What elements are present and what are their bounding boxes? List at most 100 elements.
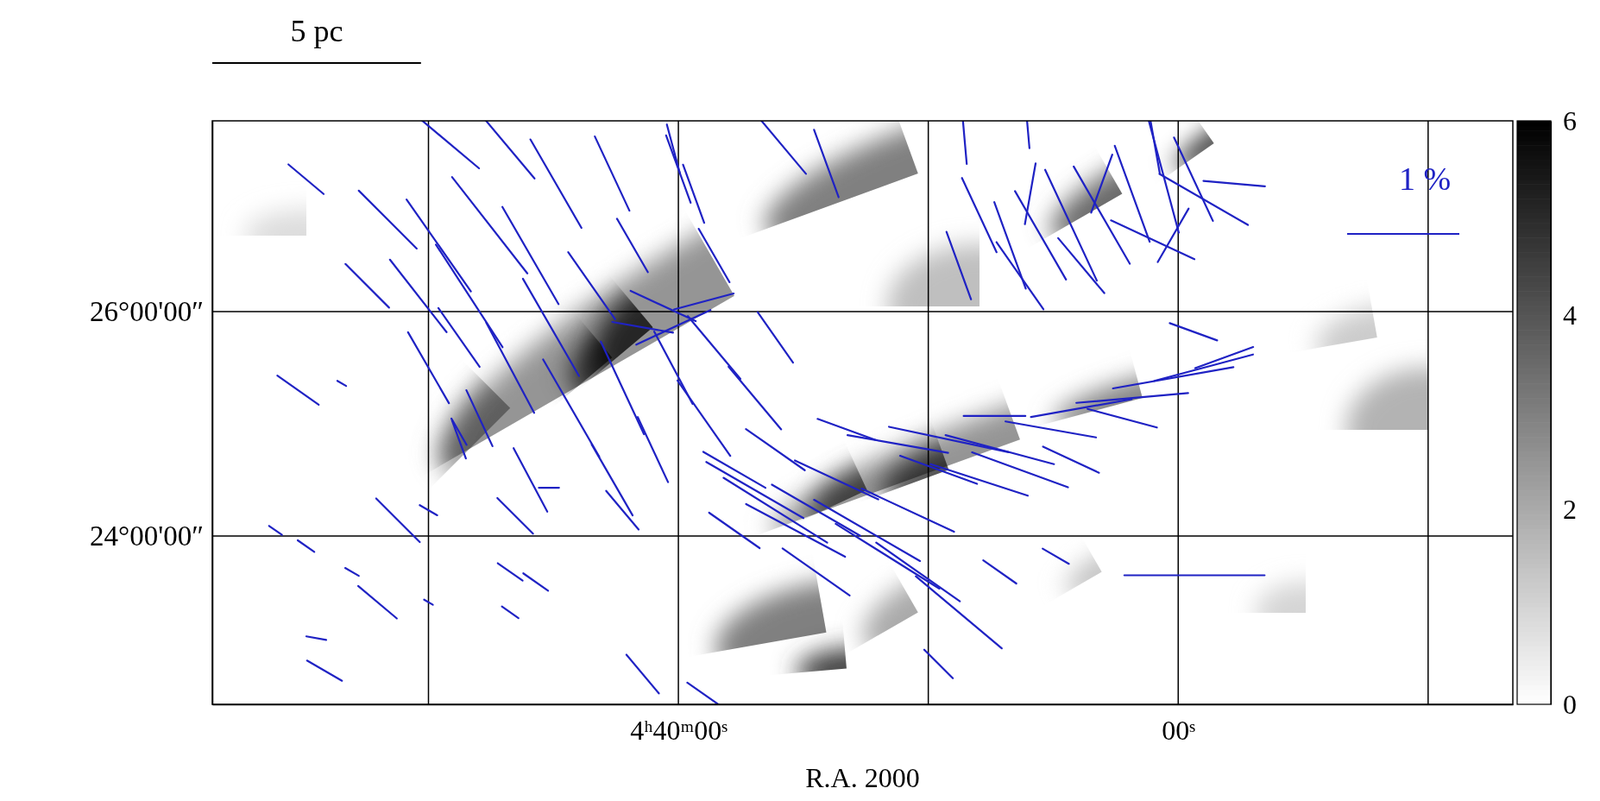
map-figure: 4ʰ40ᵐ00ˢ00ˢ24°00'00″26°00'00″R.A. 20005 … — [0, 0, 1600, 801]
polarization-vector — [408, 332, 449, 404]
colorbar-step — [1517, 242, 1551, 248]
polarization-vector — [1025, 163, 1036, 224]
polarization-vector — [961, 120, 967, 164]
colorbar-step — [1517, 207, 1551, 214]
cloud — [1310, 296, 1443, 378]
vectors — [269, 120, 1266, 705]
colorbar-step — [1517, 188, 1551, 195]
polarization-vector — [502, 207, 559, 305]
colorbar-tick-label: 6 — [1562, 105, 1577, 137]
colorbar-step — [1517, 300, 1551, 306]
colorbar-step — [1517, 353, 1551, 360]
polarization-vector — [687, 315, 741, 379]
colorbar-step — [1517, 257, 1551, 263]
polarization-vector — [359, 190, 417, 249]
polarization-vector — [1025, 120, 1030, 149]
polarization-vector — [924, 649, 953, 679]
colorbar-step — [1517, 218, 1551, 224]
cloud — [1038, 130, 1206, 258]
colorbar — [1517, 120, 1551, 706]
polarization-vector — [1110, 220, 1195, 259]
polarization-vector — [600, 341, 644, 435]
grid-line — [927, 120, 930, 705]
polarization-vector — [1113, 366, 1235, 389]
colorbar-step — [1517, 286, 1551, 292]
colorbar-step — [1517, 281, 1551, 287]
colorbar-step — [1517, 611, 1551, 618]
colorbar-step — [1517, 364, 1551, 370]
polarization-vector — [794, 459, 879, 499]
colorbar-step — [1517, 154, 1551, 160]
polarization-vector — [419, 504, 437, 516]
colorbar-step — [1517, 271, 1551, 278]
colorbar-step — [1517, 597, 1551, 603]
colorbar-step — [1517, 684, 1551, 690]
colorbar-step — [1517, 680, 1551, 686]
colorbar-step — [1517, 125, 1551, 132]
colorbar-step — [1517, 203, 1551, 209]
colorbar-step — [1517, 120, 1551, 126]
colorbar-step — [1517, 412, 1551, 418]
colorbar-step — [1517, 164, 1551, 171]
colorbar-step — [1517, 636, 1551, 642]
colorbar-step — [1517, 237, 1551, 243]
colorbar-step — [1517, 349, 1551, 355]
colorbar-step — [1517, 480, 1551, 486]
polarization-vector — [497, 563, 523, 581]
colorbar-step — [1517, 466, 1551, 472]
colorbar-step — [1517, 436, 1551, 442]
colorbar-step — [1517, 417, 1551, 423]
polarization-vector — [1114, 145, 1150, 242]
colorbar-step — [1517, 460, 1551, 467]
colorbar-step — [1517, 329, 1551, 335]
colorbar-step — [1517, 524, 1551, 530]
polarization-vector — [771, 485, 860, 536]
polarization-vector — [835, 523, 939, 589]
colorbar-step — [1517, 213, 1551, 219]
polarization-vector — [757, 312, 794, 364]
colorbar-step — [1517, 602, 1551, 608]
plot-frame — [212, 120, 1513, 705]
colorbar-step — [1517, 251, 1551, 258]
polarization-vector — [497, 497, 533, 534]
colorbar-step — [1517, 140, 1551, 146]
colorbar-step — [1517, 432, 1551, 438]
colorbar-axis: 0246 — [1550, 105, 1577, 720]
polarization-vector — [1158, 208, 1190, 263]
polarization-vector — [996, 242, 1044, 310]
grid-line — [1427, 120, 1430, 705]
colorbar-step — [1517, 150, 1551, 156]
polarization-vector — [637, 416, 668, 482]
polarization-vector — [782, 548, 851, 595]
colorbar-frame — [1517, 120, 1551, 705]
colorbar-step — [1517, 558, 1551, 564]
colorbar-step — [1517, 534, 1551, 540]
polarization-vector — [513, 447, 548, 511]
polarization-vector — [946, 232, 971, 300]
x-tick-label: 00ˢ — [1161, 714, 1196, 746]
colorbar-step — [1517, 378, 1551, 385]
cloud — [244, 209, 368, 262]
polarization-vector — [542, 359, 599, 458]
polarization-vector — [538, 486, 559, 489]
grid-line — [212, 535, 1513, 537]
colorbar-step — [1517, 655, 1551, 662]
colorbar-step — [1517, 403, 1551, 409]
polarization-vector — [1203, 181, 1265, 187]
polarization-vector — [709, 512, 761, 549]
colorbar-step — [1517, 456, 1551, 462]
polarization-vector — [962, 177, 997, 252]
colorbar-step — [1517, 529, 1551, 535]
polarization-scale-label: 1 % — [1398, 160, 1451, 197]
polarization-vector — [592, 444, 633, 516]
polarization-vector — [1058, 238, 1104, 294]
colorbar-step — [1517, 266, 1551, 272]
cloud — [1058, 537, 1145, 605]
colorbar-step — [1517, 179, 1551, 185]
colorbar-step — [1517, 144, 1551, 151]
polarization-vector — [297, 540, 315, 552]
colorbar-step — [1517, 563, 1551, 569]
colorbar-step — [1517, 689, 1551, 695]
polarization-vector — [945, 434, 1055, 465]
colorbar-tick: 4 — [1550, 299, 1577, 331]
